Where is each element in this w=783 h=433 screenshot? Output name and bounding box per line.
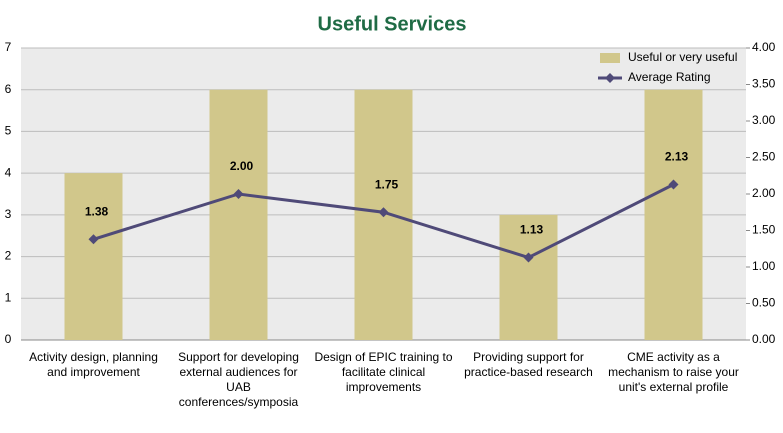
- y-tick-label: 3: [5, 207, 12, 221]
- x-tick-label: CME activity as a mechanism to raise you…: [608, 350, 739, 394]
- marker: [523, 252, 534, 263]
- marker: [668, 179, 679, 190]
- y-tick-label: 1: [5, 290, 12, 304]
- chart-title: Useful Services: [318, 13, 467, 35]
- marker: [378, 207, 389, 218]
- x-tick-label: Providing support for practice-based res…: [464, 350, 593, 379]
- y-tick-label: 7: [5, 40, 12, 54]
- legend-label: Average Rating: [628, 70, 711, 84]
- data-label: 2.13: [665, 150, 689, 164]
- bar: [209, 89, 268, 340]
- bar: [64, 173, 123, 340]
- data-label: 1.75: [375, 177, 399, 191]
- legend-marker: [605, 73, 615, 83]
- y2-tick-label: 1.50: [752, 223, 776, 237]
- y2-tick-label: 4.00: [752, 40, 776, 54]
- data-label: 1.13: [520, 223, 544, 237]
- x-tick-label: Support for developing external audience…: [178, 350, 299, 409]
- y2-tick-label: 1.00: [752, 259, 776, 273]
- data-label: 2.00: [230, 159, 254, 173]
- y-tick-label: 2: [5, 249, 12, 263]
- marker: [88, 234, 99, 245]
- x-tick-label: Design of EPIC training to facilitate cl…: [314, 350, 453, 394]
- legend-label: Useful or very useful: [628, 50, 737, 64]
- y-tick-label: 4: [5, 165, 12, 179]
- y2-tick-label: 2.50: [752, 150, 776, 164]
- y-tick-label: 5: [5, 124, 12, 138]
- y2-tick-label: 0.00: [752, 332, 776, 346]
- marker: [233, 189, 244, 199]
- y-tick-label: 0: [5, 332, 12, 346]
- data-label: 1.38: [85, 204, 109, 218]
- y-tick-label: 6: [5, 82, 12, 96]
- y2-tick-label: 0.50: [752, 296, 776, 310]
- x-tick-label: Activity design, planning and improvemen…: [29, 350, 158, 379]
- y2-tick-label: 3.50: [752, 77, 776, 91]
- bar: [644, 89, 703, 340]
- y2-tick-label: 3.00: [752, 113, 776, 127]
- y2-tick-label: 2.00: [752, 186, 776, 200]
- bar: [499, 214, 558, 340]
- legend-swatch: [600, 53, 620, 63]
